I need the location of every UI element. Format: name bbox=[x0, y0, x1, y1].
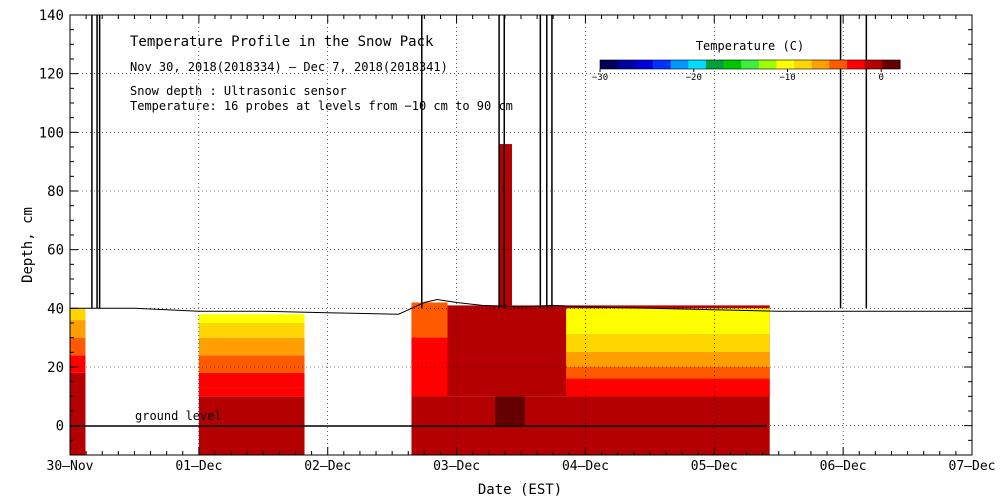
temperature-cell bbox=[70, 308, 86, 321]
y-tick-label: 0 bbox=[56, 419, 64, 435]
temperature-cell bbox=[499, 144, 512, 309]
y-axis: 0 20 40 60 80 100 120 140 bbox=[39, 8, 972, 456]
temperature-cell bbox=[566, 378, 770, 388]
temperature-cell bbox=[70, 372, 86, 426]
temperature-cell bbox=[198, 396, 305, 426]
colorbar-tick-label: −10 bbox=[779, 73, 795, 83]
colorbar-swatch bbox=[705, 60, 725, 69]
colorbar-swatch bbox=[723, 60, 742, 69]
colorbar-swatch bbox=[847, 60, 866, 69]
y-axis-label: Depth, cm bbox=[20, 207, 36, 283]
colorbar-swatch bbox=[670, 60, 689, 69]
colorbar-swatch bbox=[600, 60, 619, 69]
temperature-cell bbox=[198, 372, 305, 388]
x-axis: 30–Nov 01–Dec 02–Dec 03–Dec 04–Dec 05–Dec 06–D… bbox=[47, 15, 996, 474]
colorbar-swatch bbox=[758, 60, 777, 69]
colorbar-tick-label: −20 bbox=[686, 73, 702, 83]
colorbar-title: Temperature (C) bbox=[696, 39, 804, 53]
colorbar-swatch bbox=[688, 60, 707, 69]
y-tick-label: 120 bbox=[39, 67, 64, 83]
temperature-cell bbox=[495, 396, 525, 426]
y-tick-label: 80 bbox=[47, 184, 64, 200]
temperature-colorbar: Temperature (C) −30 −20 −10 0 bbox=[592, 39, 901, 83]
temperature-cell bbox=[198, 387, 305, 397]
x-tick-label: 02–Dec bbox=[304, 459, 351, 474]
temperature-cell bbox=[198, 314, 305, 323]
temperature-cell bbox=[566, 352, 770, 367]
x-tick-label: 03–Dec bbox=[433, 459, 480, 474]
temperature-cell bbox=[70, 320, 86, 338]
temperature-cell bbox=[70, 355, 86, 373]
colorbar-swatch bbox=[776, 60, 795, 69]
y-tick-label: 140 bbox=[39, 8, 64, 24]
x-tick-label: 05–Dec bbox=[691, 459, 738, 474]
colorbar-tick-label: −30 bbox=[592, 73, 608, 83]
x-tick-label: 07–Dec bbox=[949, 459, 996, 474]
y-tick-label: 60 bbox=[47, 243, 64, 259]
chart-period: Nov 30, 2018(2018334) – Dec 7, 2018(2018… bbox=[130, 60, 448, 74]
temperature-probe-note: Temperature: 16 probes at levels from −1… bbox=[130, 99, 513, 113]
colorbar-swatch bbox=[741, 60, 760, 69]
temperature-cell bbox=[411, 372, 448, 397]
colorbar-swatch bbox=[652, 60, 672, 69]
temperature-cell bbox=[411, 302, 448, 338]
temperature-cell bbox=[566, 387, 770, 397]
x-tick-label: 30–Nov bbox=[47, 459, 94, 474]
temperature-cell bbox=[198, 323, 305, 338]
y-tick-label: 40 bbox=[47, 301, 64, 317]
colorbar-tick-label: 0 bbox=[879, 73, 884, 83]
ground-level-label: ground level bbox=[135, 409, 222, 423]
colorbar-swatch bbox=[617, 60, 636, 69]
temperature-cell bbox=[411, 396, 770, 426]
snow-depth-line bbox=[70, 298, 972, 315]
x-axis-label: Date (EST) bbox=[478, 482, 562, 498]
colorbar-frame bbox=[599, 59, 901, 70]
snow-depth-trace bbox=[70, 15, 972, 315]
temperature-cell bbox=[411, 337, 448, 373]
y-tick-label: 20 bbox=[47, 360, 64, 376]
x-tick-label: 04–Dec bbox=[562, 459, 609, 474]
temperature-cell bbox=[566, 367, 770, 379]
temperature-cell bbox=[566, 334, 770, 353]
colorbar-swatch bbox=[635, 60, 654, 69]
gridlines bbox=[70, 15, 972, 455]
temperature-cell bbox=[198, 425, 305, 455]
temperature-cell bbox=[70, 425, 86, 455]
chart-title: Temperature Profile in the Snow Pack bbox=[130, 34, 434, 50]
temperature-cell bbox=[566, 308, 770, 335]
depth-sensor-note: Snow depth : Ultrasonic sensor bbox=[130, 84, 347, 98]
x-tick-label: 06–Dec bbox=[820, 459, 867, 474]
temperature-cells bbox=[70, 144, 770, 455]
y-tick-label: 100 bbox=[39, 125, 64, 141]
colorbar-swatch bbox=[829, 60, 848, 69]
temperature-cell bbox=[70, 337, 86, 356]
colorbar-swatch bbox=[811, 60, 830, 69]
x-tick-label: 01–Dec bbox=[175, 459, 222, 474]
temperature-cell bbox=[198, 355, 305, 373]
temperature-cell bbox=[411, 425, 770, 455]
colorbar-swatch bbox=[794, 60, 813, 69]
temperature-cell bbox=[198, 337, 305, 356]
colorbar-swatch bbox=[864, 60, 883, 69]
ground-level-marker: ground level bbox=[70, 409, 766, 427]
colorbar-swatch bbox=[882, 60, 901, 69]
